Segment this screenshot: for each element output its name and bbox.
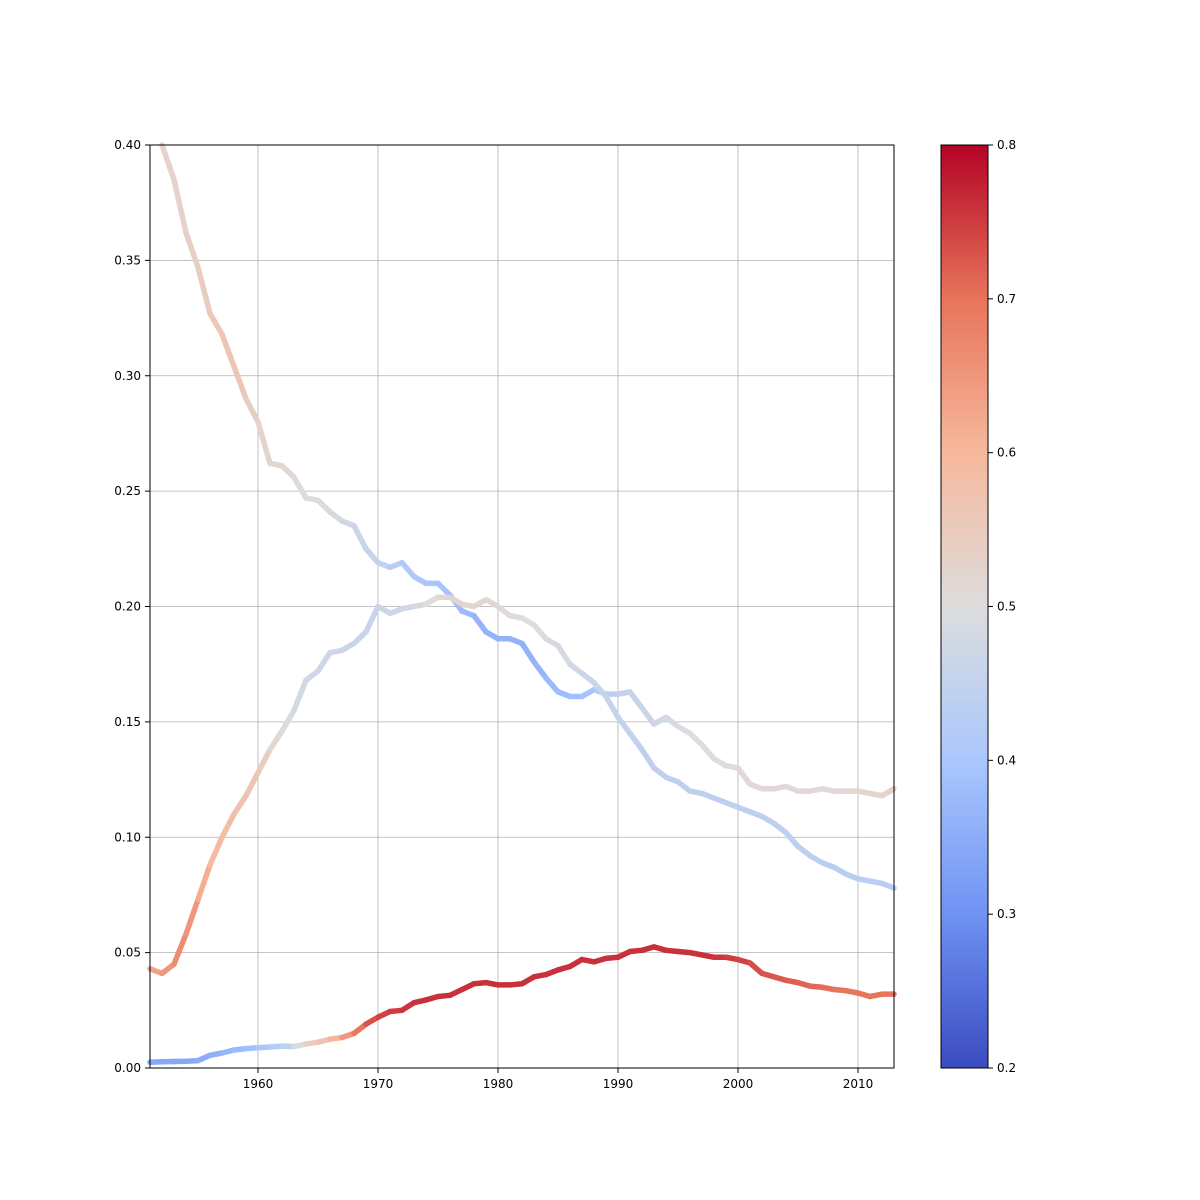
colorbar-tick-label: 0.7 [997,292,1016,306]
line-segment [543,675,561,695]
y-tick-label: 0.35 [114,253,141,267]
line-segment [639,705,657,727]
y-tick-label: 0.05 [114,946,141,960]
colorbar-gradient [940,144,989,1069]
colorbar-tick-label: 0.4 [997,753,1016,767]
series-line-1 [159,142,897,799]
line-segment [255,419,273,467]
line-segment [267,728,285,753]
line-segment [291,474,309,501]
line-segment [639,746,657,771]
line-segment [291,677,309,714]
line-segment [243,769,261,799]
x-tick-label: 1970 [363,1077,394,1091]
line-segment [699,742,717,762]
colorbar-tick-label: 0.8 [997,138,1016,152]
line-segment [399,559,417,580]
line-segment [171,176,189,236]
line-segment [435,580,453,598]
line-segment [603,693,621,721]
line-segment [171,931,189,967]
line-segment [351,629,369,647]
x-tick-label: 1980 [483,1077,514,1091]
y-tick-label: 0.10 [114,830,141,844]
line-segment [519,640,537,665]
series-line-3 [147,944,897,1065]
line-segment [219,811,237,840]
line-segment [315,497,333,515]
line-segment [207,834,225,868]
line-segment [591,679,609,700]
y-tick-label: 0.15 [114,715,141,729]
colorbar-tick-label: 0.6 [997,446,1016,460]
line-segment [207,310,225,337]
line-segment [183,896,201,937]
line-segment [243,396,261,425]
grid [150,144,894,1069]
line-segment [351,522,369,552]
line-segment [231,363,249,402]
line-segment [615,714,633,737]
line-segment [531,659,549,681]
line-segment [471,612,489,635]
colorbar-tick-label: 0.2 [997,1061,1016,1075]
x-axis-ticks: 1960 1970 1980 1990 2000 2010 [243,1068,874,1091]
line-segment [219,331,237,370]
line-segment [255,746,273,776]
line-segment [879,786,897,799]
x-tick-label: 2010 [843,1077,874,1091]
y-axis-ticks: 0.00 0.05 0.10 0.15 0.20 0.25 0.30 0.35 0.40 [114,138,150,1075]
line-segment [279,462,297,481]
line-segment [183,229,201,271]
line-segment [363,603,381,635]
line-segment [279,707,297,734]
colorbar-tick-label: 0.5 [997,600,1016,614]
line-segment [783,829,801,850]
line-segment [555,642,573,667]
y-tick-label: 0.20 [114,600,141,614]
x-tick-label: 1960 [243,1077,274,1091]
colorbar-tick-label: 0.3 [997,907,1016,921]
x-tick-label: 2000 [723,1077,754,1091]
y-tick-label: 0.40 [114,138,141,152]
series-lines [147,142,897,1065]
line-segment [687,730,705,748]
line-segment [315,649,333,674]
line-segment [735,765,753,787]
y-tick-label: 0.30 [114,369,141,383]
line-segment [195,264,213,317]
line-segment [627,730,645,753]
colorbar: 0.2 0.3 0.4 0.5 0.6 0.7 0.8 [940,138,1016,1075]
y-tick-label: 0.25 [114,484,141,498]
line-segment [195,862,213,903]
line-segment [159,142,177,183]
line-segment [531,622,549,642]
line-segment [363,546,381,566]
x-tick-label: 1990 [603,1077,634,1091]
line-segment [231,792,249,817]
y-tick-label: 0.00 [114,1061,141,1075]
line-segment [627,689,645,711]
line-segment [879,880,897,891]
series-line-2 [147,594,897,977]
